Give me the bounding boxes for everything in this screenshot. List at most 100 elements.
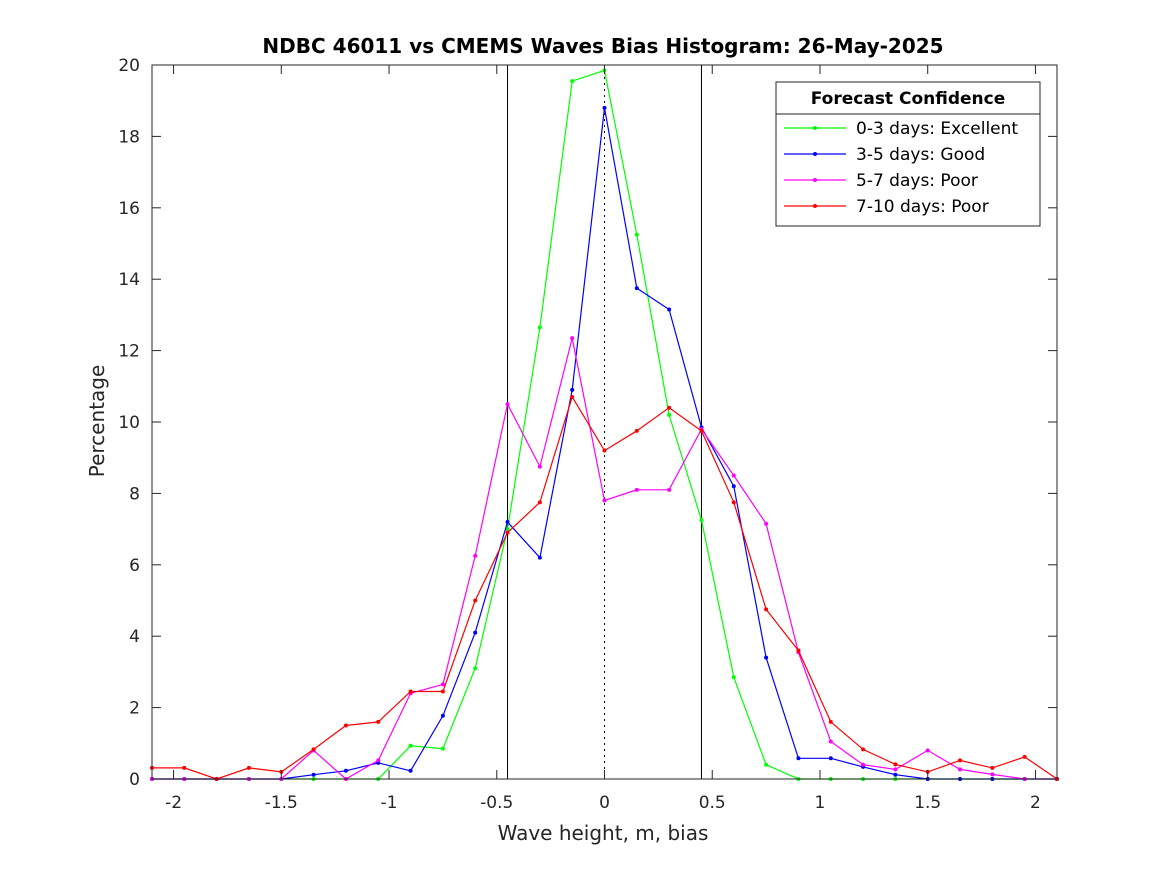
data-point <box>570 336 575 341</box>
data-point <box>537 500 542 505</box>
y-tick-label: 2 <box>129 699 140 719</box>
data-point <box>473 553 478 558</box>
y-tick-label: 10 <box>118 413 140 433</box>
data-point <box>505 527 510 532</box>
x-tick-label: -1 <box>381 793 398 813</box>
data-point <box>537 325 542 330</box>
data-point <box>182 765 187 770</box>
data-point <box>699 518 704 523</box>
data-point <box>570 387 575 392</box>
legend-swatch-marker <box>813 126 817 130</box>
legend-label: 0-3 days: Excellent <box>856 119 1018 139</box>
data-point <box>667 405 672 410</box>
legend-title: Forecast Confidence <box>811 89 1006 109</box>
x-tick-label: 2 <box>1030 793 1041 813</box>
data-point <box>602 105 607 110</box>
legend-label: 3-5 days: Good <box>856 145 985 165</box>
x-axis-title: Wave height, m, bias <box>498 821 709 845</box>
data-point <box>634 286 639 291</box>
data-point <box>602 498 607 503</box>
data-point <box>440 746 445 751</box>
data-point <box>990 772 995 777</box>
data-point <box>343 723 348 728</box>
legend-swatch-marker <box>813 178 817 182</box>
x-tick-label: -0.5 <box>480 793 513 813</box>
data-point <box>570 395 575 400</box>
legend-swatch-marker <box>813 204 817 208</box>
data-point <box>731 473 736 478</box>
legend: Forecast Confidence 0-3 days: Excellent 3… <box>775 81 1041 227</box>
data-point <box>505 530 510 535</box>
data-point <box>505 519 510 524</box>
data-point <box>343 768 348 773</box>
data-point <box>1022 754 1027 759</box>
x-tick-label: 1.5 <box>914 793 941 813</box>
y-tick-label: 4 <box>129 627 140 647</box>
x-tick-label: 0.5 <box>699 793 726 813</box>
y-tick-label: 18 <box>118 127 140 147</box>
x-tick-label: 0 <box>599 793 610 813</box>
data-point <box>861 762 866 767</box>
legend-item-3: 7-10 days: Poor <box>784 197 989 217</box>
data-point <box>893 767 898 772</box>
data-point <box>376 719 381 724</box>
data-point <box>634 487 639 492</box>
data-point <box>958 767 963 772</box>
data-point <box>602 448 607 453</box>
legend-swatch-marker <box>813 152 817 156</box>
legend-item-2: 5-7 days: Poor <box>784 171 978 191</box>
data-point <box>731 484 736 489</box>
data-point <box>893 772 898 777</box>
data-point <box>925 748 930 753</box>
x-tick-label: -2 <box>165 793 182 813</box>
legend-items: 0-3 days: Excellent 3-5 days: Good 5-7 day… <box>784 119 1018 217</box>
y-axis-title: Percentage <box>85 365 109 478</box>
x-tick-label: -1.5 <box>265 793 298 813</box>
data-point <box>731 675 736 680</box>
y-tick-label: 6 <box>129 556 140 576</box>
data-point <box>440 713 445 718</box>
data-point <box>473 666 478 671</box>
data-point <box>764 762 769 767</box>
data-point <box>311 747 316 752</box>
data-point <box>408 689 413 694</box>
data-point <box>796 756 801 761</box>
data-point <box>828 756 833 761</box>
data-point <box>861 747 866 752</box>
data-point <box>537 464 542 469</box>
reference-lines <box>507 65 702 779</box>
data-point <box>893 762 898 767</box>
y-tick-label: 14 <box>118 270 140 290</box>
data-point <box>408 768 413 773</box>
data-point <box>764 607 769 612</box>
y-tick-label: 16 <box>118 199 140 219</box>
legend-item-0: 0-3 days: Excellent <box>784 119 1018 139</box>
data-point <box>440 689 445 694</box>
data-point <box>990 765 995 770</box>
data-point <box>667 487 672 492</box>
legend-label: 5-7 days: Poor <box>856 171 978 191</box>
data-point <box>440 682 445 687</box>
data-point <box>537 555 542 560</box>
data-point <box>246 765 251 770</box>
data-point <box>473 630 478 635</box>
chart-title: NDBC 46011 vs CMEMS Waves Bias Histogram… <box>262 34 943 58</box>
x-tick-label: 1 <box>815 793 826 813</box>
data-point <box>570 79 575 84</box>
data-point <box>731 500 736 505</box>
y-tick-label: 20 <box>118 56 140 76</box>
data-point <box>667 307 672 312</box>
data-point <box>796 648 801 653</box>
data-point <box>958 758 963 763</box>
data-point <box>634 428 639 433</box>
y-tick-label: 8 <box>129 484 140 504</box>
data-point <box>408 743 413 748</box>
data-point <box>376 758 381 763</box>
data-point <box>667 412 672 417</box>
y-tick-label: 0 <box>129 770 140 790</box>
y-tick-label: 12 <box>118 342 140 362</box>
data-point <box>764 521 769 526</box>
data-point <box>828 719 833 724</box>
